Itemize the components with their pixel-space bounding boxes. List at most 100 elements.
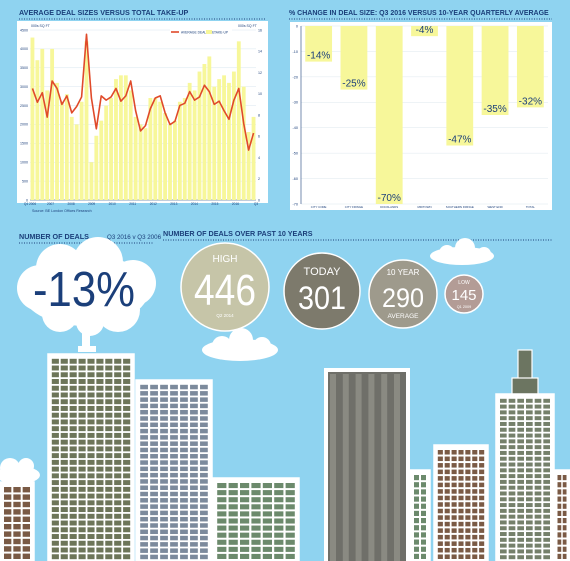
window (96, 453, 104, 459)
window (508, 474, 516, 479)
window (444, 495, 450, 501)
window (13, 553, 21, 559)
percent-value-label: -47% (448, 135, 471, 146)
window (87, 446, 95, 452)
window (543, 462, 550, 467)
window (517, 410, 524, 415)
window (465, 541, 471, 546)
window (517, 549, 524, 554)
window (458, 521, 464, 527)
window (96, 365, 104, 371)
window (160, 510, 168, 516)
window (180, 466, 188, 472)
window (458, 495, 464, 501)
window (534, 456, 542, 461)
window (4, 516, 12, 522)
window (274, 497, 284, 503)
x-tick-label: 2014 (191, 202, 198, 206)
window (200, 384, 208, 390)
window (60, 540, 68, 546)
window (500, 508, 507, 513)
takeup-bar (99, 120, 104, 200)
window (170, 510, 178, 516)
window (526, 404, 533, 409)
takeup-bar (109, 98, 113, 200)
percent-bar (446, 26, 474, 146)
window (87, 419, 95, 425)
window (105, 392, 113, 398)
window (190, 441, 198, 446)
window (78, 365, 86, 371)
window (557, 518, 562, 524)
high-sub: Q2 2014 (216, 313, 234, 318)
window (451, 554, 457, 559)
window (251, 490, 261, 496)
window (180, 542, 188, 547)
window (96, 459, 104, 465)
window (500, 479, 507, 484)
window (262, 532, 272, 538)
window (60, 392, 68, 398)
window (150, 397, 158, 402)
window (437, 456, 443, 462)
window (451, 547, 457, 553)
left-tick-label: 0 (26, 198, 28, 202)
window (500, 532, 507, 537)
window (479, 534, 485, 540)
window (534, 474, 542, 479)
category-label: TOTAL (526, 205, 535, 209)
window (479, 521, 485, 527)
window (534, 532, 542, 537)
window (140, 460, 148, 465)
window (217, 518, 227, 524)
window (508, 549, 516, 554)
window (451, 541, 457, 546)
window (500, 421, 507, 426)
window (451, 521, 457, 527)
takeup-bar (227, 82, 231, 200)
window (96, 480, 104, 486)
takeup-bar (94, 135, 99, 200)
low-sub: Q1 2009 (457, 305, 472, 309)
left-tick-label: 1000 (20, 161, 28, 165)
window (160, 454, 168, 459)
window (508, 514, 516, 519)
window (69, 372, 77, 378)
window (517, 421, 524, 426)
window (562, 518, 567, 524)
window (508, 497, 516, 502)
window (444, 489, 450, 494)
window (228, 532, 238, 538)
window (557, 553, 562, 559)
window (170, 535, 178, 541)
window (285, 532, 295, 538)
window (217, 553, 227, 559)
window (543, 468, 550, 473)
window (160, 428, 168, 434)
window (444, 534, 450, 540)
takeup-bar (173, 120, 177, 200)
window (170, 397, 178, 402)
window (465, 476, 471, 481)
window (114, 372, 122, 378)
window (140, 485, 148, 490)
y-tick-label: -70 (293, 202, 299, 206)
window (240, 490, 250, 496)
takeup-bar (222, 75, 226, 200)
window (543, 543, 550, 548)
window (508, 398, 516, 403)
window (543, 479, 550, 484)
window (517, 497, 524, 502)
window (123, 385, 131, 391)
window (444, 541, 450, 546)
window (200, 516, 208, 522)
window (123, 372, 131, 378)
window (500, 433, 507, 438)
window (170, 391, 178, 396)
window (517, 555, 524, 560)
window (543, 520, 550, 525)
window (526, 491, 533, 496)
window (160, 384, 168, 390)
window (190, 504, 198, 509)
window (543, 537, 550, 542)
